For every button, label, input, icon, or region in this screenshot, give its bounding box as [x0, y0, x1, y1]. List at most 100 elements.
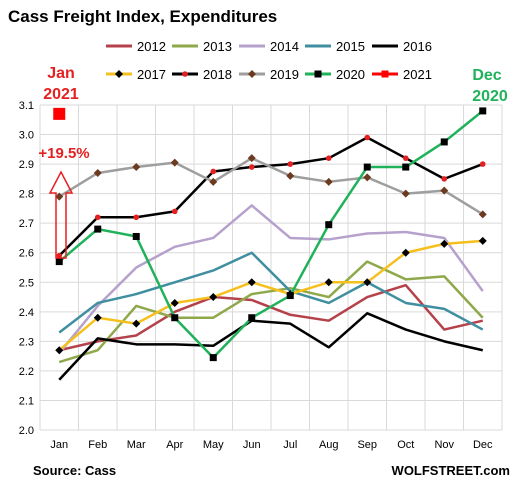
marker-diamond [170, 298, 179, 307]
y-tick-label: 2.1 [19, 395, 34, 407]
marker-dot [133, 214, 140, 221]
x-tick-label: Feb [88, 439, 107, 451]
marker-diamond [132, 319, 141, 328]
annotation-change-percent: +19.5% [38, 145, 89, 162]
y-axis: 2.0 2.1 2.2 2.3 2.4 2.5 2.6 2.7 2.8 2.9 3.0 3.1 [19, 100, 34, 437]
y-tick-label: 2.3 [19, 336, 34, 348]
marker-square [363, 163, 371, 171]
legend-label-2017: 2017 [137, 67, 166, 82]
legend-label-2020: 2020 [336, 67, 365, 82]
marker-square [132, 232, 140, 240]
marker-dot [94, 214, 101, 221]
marker-square [325, 221, 333, 229]
legend: 2012 2013 2014 2015 2016 2017 2018 2019 2020 2021 [106, 39, 432, 82]
y-tick-label: 3.0 [19, 130, 34, 142]
marker-diamond [247, 154, 256, 163]
marker-dot [479, 161, 486, 167]
x-axis: Jan Feb Mar Apr May Jun Jul Aug Sep Oct Nov Dec [50, 439, 493, 451]
legend-item-2014: 2014 [239, 39, 299, 54]
marker-square [479, 107, 487, 115]
marker-square [209, 354, 217, 362]
legend-label-2021: 2021 [403, 67, 432, 82]
series-2013 [58, 260, 484, 364]
change-arrow [48, 170, 74, 259]
series-line-2016 [58, 312, 484, 381]
legend-label-2016: 2016 [403, 39, 432, 54]
marker-diamond [478, 236, 487, 245]
watermark: WOLFSTREET.com [392, 463, 510, 478]
y-tick-label: 3.1 [19, 100, 34, 112]
legend-item-2018: 2018 [172, 67, 232, 82]
marker-square [381, 70, 389, 78]
marker-dot [182, 71, 188, 77]
marker-diamond [93, 168, 102, 177]
x-tick-label: Mar [127, 439, 146, 451]
annotation-jan-year: 2021 [43, 86, 79, 103]
legend-item-2015: 2015 [305, 39, 365, 54]
marker-diamond [440, 186, 449, 195]
chart-title: Cass Freight Index, Expenditures [8, 7, 277, 26]
marker-diamond [248, 70, 256, 78]
series-2021 [53, 107, 66, 120]
marker-diamond [324, 177, 333, 186]
marker-diamond [55, 192, 64, 201]
series-2020 [55, 107, 487, 362]
annotation-jan: Jan [47, 65, 75, 82]
marker-diamond [115, 70, 123, 78]
series-2016 [58, 312, 484, 381]
x-tick-label: Sep [357, 439, 377, 451]
legend-item-2016: 2016 [372, 39, 432, 54]
legend-label-2015: 2015 [336, 39, 365, 54]
x-tick-label: Dec [473, 439, 493, 451]
marker-dot [287, 161, 294, 167]
y-tick-label: 2.6 [19, 248, 34, 260]
marker-diamond [209, 177, 218, 186]
marker-square [94, 225, 102, 233]
x-tick-label: Aug [319, 439, 339, 451]
marker-diamond [247, 278, 256, 287]
series-2019 [55, 154, 487, 219]
marker-dot [248, 164, 255, 170]
y-tick-label: 2.9 [19, 159, 34, 171]
marker-dot [364, 134, 371, 141]
x-tick-label: Jul [283, 439, 297, 451]
marker-square-large [53, 107, 66, 120]
series-2014 [58, 204, 484, 354]
marker-diamond [363, 173, 372, 182]
y-tick-label: 2.4 [19, 307, 34, 319]
marker-diamond [55, 346, 64, 355]
marker-square [402, 163, 410, 171]
marker-square [171, 314, 179, 322]
marker-diamond [209, 293, 218, 302]
marker-dot [56, 252, 63, 259]
x-tick-label: Jan [50, 439, 68, 451]
marker-square [440, 138, 448, 146]
source-label: Source: Cass [33, 463, 116, 478]
marker-diamond [93, 313, 102, 322]
legend-item-2017: 2017 [106, 67, 166, 82]
marker-diamond [401, 248, 410, 257]
series-2015 [58, 251, 484, 334]
x-tick-label: Nov [434, 439, 454, 451]
legend-item-2012: 2012 [106, 39, 166, 54]
series-line-2014 [58, 204, 484, 354]
series-line-2013 [58, 260, 484, 364]
marker-diamond [478, 210, 487, 219]
legend-item-2021: 2021 [372, 67, 432, 82]
marker-dot [441, 176, 448, 182]
legend-label-2014: 2014 [270, 39, 299, 54]
series-line-2019 [58, 156, 484, 216]
annotation-dec-year: 2020 [472, 88, 508, 105]
y-tick-label: 2.2 [19, 366, 34, 378]
y-tick-label: 2.5 [19, 277, 34, 289]
marker-diamond [363, 278, 372, 287]
legend-label-2013: 2013 [203, 39, 232, 54]
y-tick-label: 2.8 [19, 189, 34, 201]
grid-layer [39, 104, 503, 431]
marker-dot [171, 208, 178, 215]
series-line-2017 [58, 239, 483, 352]
marker-square [55, 258, 63, 266]
series-line-2020 [58, 109, 484, 359]
series-line-2015 [58, 251, 484, 334]
